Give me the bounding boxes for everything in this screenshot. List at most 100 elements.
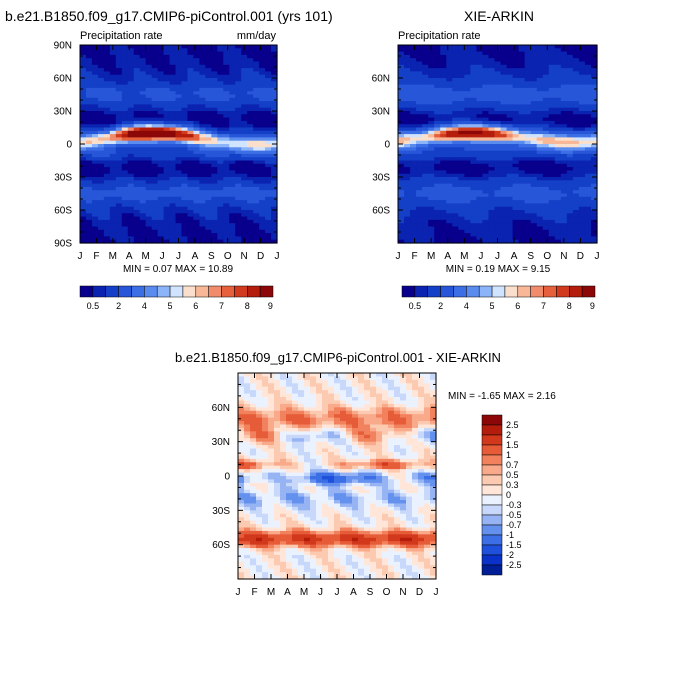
heatmap-cell bbox=[424, 397, 431, 401]
heatmap-cell bbox=[382, 428, 389, 432]
heatmap-cell bbox=[256, 449, 263, 453]
heatmap-cell bbox=[412, 452, 419, 456]
heatmap-cell bbox=[238, 445, 245, 449]
heatmap-cell bbox=[340, 414, 347, 418]
heatmap-cell bbox=[268, 455, 275, 459]
heatmap-cell bbox=[334, 387, 341, 391]
heatmap-cell bbox=[244, 414, 251, 418]
colorbar-swatch bbox=[441, 286, 454, 297]
heatmap-cell bbox=[382, 418, 389, 422]
heatmap-cell bbox=[418, 394, 425, 398]
heatmap-cell bbox=[394, 373, 401, 377]
heatmap-cell bbox=[280, 414, 287, 418]
heatmap-cell bbox=[316, 400, 323, 404]
heatmap-cell bbox=[256, 445, 263, 449]
heatmap-cell bbox=[256, 397, 263, 401]
heatmap-cell bbox=[412, 431, 419, 435]
heatmap-cell bbox=[394, 400, 401, 404]
heatmap-cell bbox=[388, 418, 395, 422]
heatmap-cell bbox=[298, 397, 305, 401]
heatmap-cell bbox=[424, 380, 431, 384]
heatmap-cell bbox=[352, 418, 359, 422]
heatmap-cell bbox=[250, 380, 257, 384]
heatmap-cell bbox=[286, 455, 293, 459]
heatmap-cell bbox=[418, 418, 425, 422]
heatmap-cell bbox=[394, 435, 401, 439]
y-tick-label: 60N bbox=[54, 74, 72, 85]
heatmap-cell bbox=[328, 442, 335, 446]
heatmap-cell bbox=[328, 414, 335, 418]
heatmap-cell bbox=[268, 407, 275, 411]
heatmap-cell bbox=[382, 442, 389, 446]
heatmap-cell bbox=[352, 387, 359, 391]
heatmap-cell bbox=[382, 425, 389, 429]
heatmap-cell bbox=[304, 400, 311, 404]
heatmap-cell bbox=[382, 411, 389, 415]
heatmap-cell bbox=[370, 421, 377, 425]
x-tick-label: F bbox=[93, 251, 99, 262]
heatmap-cell bbox=[280, 431, 287, 435]
heatmap-cell bbox=[406, 418, 413, 422]
heatmap-cell bbox=[310, 428, 317, 432]
heatmap-cell bbox=[304, 435, 311, 439]
heatmap-cell bbox=[352, 421, 359, 425]
heatmap-cell bbox=[322, 373, 329, 377]
heatmap-cell bbox=[370, 400, 377, 404]
colorbar-label: 2 bbox=[116, 301, 121, 311]
colorbar-label: 2 bbox=[438, 301, 443, 311]
heatmap-cell bbox=[406, 442, 413, 446]
heatmap-cell bbox=[400, 442, 407, 446]
heatmap-cell bbox=[256, 418, 263, 422]
heatmap-cell bbox=[322, 383, 329, 387]
heatmap-cell bbox=[316, 438, 323, 442]
heatmap-cell bbox=[292, 428, 299, 432]
heatmap-cell bbox=[388, 449, 395, 453]
heatmap-cell bbox=[328, 373, 335, 377]
heatmap-cell bbox=[280, 397, 287, 401]
heatmap-cell bbox=[244, 373, 251, 377]
y-tick-label: 60S bbox=[54, 206, 72, 217]
heatmap-cell bbox=[376, 380, 383, 384]
heatmap-cell bbox=[388, 404, 395, 408]
heatmap-cell bbox=[340, 431, 347, 435]
heatmap-cell bbox=[304, 397, 311, 401]
y-tick-label: 60S bbox=[372, 206, 390, 217]
heatmap-cell bbox=[292, 387, 299, 391]
colorbar-swatch bbox=[247, 286, 260, 297]
heatmap-cell bbox=[256, 373, 263, 377]
colorbar-label: 9 bbox=[268, 301, 273, 311]
heatmap-cell bbox=[274, 373, 281, 377]
heatmap-cell bbox=[274, 435, 281, 439]
heatmap-cell bbox=[292, 425, 299, 429]
heatmap-cell bbox=[400, 411, 407, 415]
colorbar-swatch bbox=[131, 286, 144, 297]
heatmap-cell bbox=[286, 407, 293, 411]
heatmap-cell bbox=[298, 387, 305, 391]
heatmap-cell bbox=[238, 397, 245, 401]
heatmap-cell bbox=[286, 452, 293, 456]
heatmap-cell bbox=[358, 421, 365, 425]
heatmap-cell bbox=[298, 390, 305, 394]
heatmap-cell bbox=[364, 421, 371, 425]
heatmap-cell bbox=[328, 449, 335, 453]
heatmap-cell bbox=[262, 452, 269, 456]
heatmap-cell bbox=[334, 428, 341, 432]
heatmap-cell bbox=[352, 373, 359, 377]
heatmap-cell bbox=[346, 445, 353, 449]
heatmap-cell bbox=[292, 404, 299, 408]
heatmap-cell bbox=[418, 445, 425, 449]
heatmap-cell bbox=[262, 435, 269, 439]
heatmap-cell bbox=[424, 431, 431, 435]
heatmap-cell bbox=[262, 376, 269, 380]
colorbar-label: 7 bbox=[541, 301, 546, 311]
heatmap-cell bbox=[238, 431, 245, 435]
heatmap-cell bbox=[274, 411, 281, 415]
heatmap-cell bbox=[334, 421, 341, 425]
heatmap-cell bbox=[280, 428, 287, 432]
heatmap-cell bbox=[268, 390, 275, 394]
heatmap-cell bbox=[370, 435, 377, 439]
heatmap-cell bbox=[322, 387, 329, 391]
heatmap-cell bbox=[274, 387, 281, 391]
heatmap-cell bbox=[424, 390, 431, 394]
heatmap-cell bbox=[244, 387, 251, 391]
